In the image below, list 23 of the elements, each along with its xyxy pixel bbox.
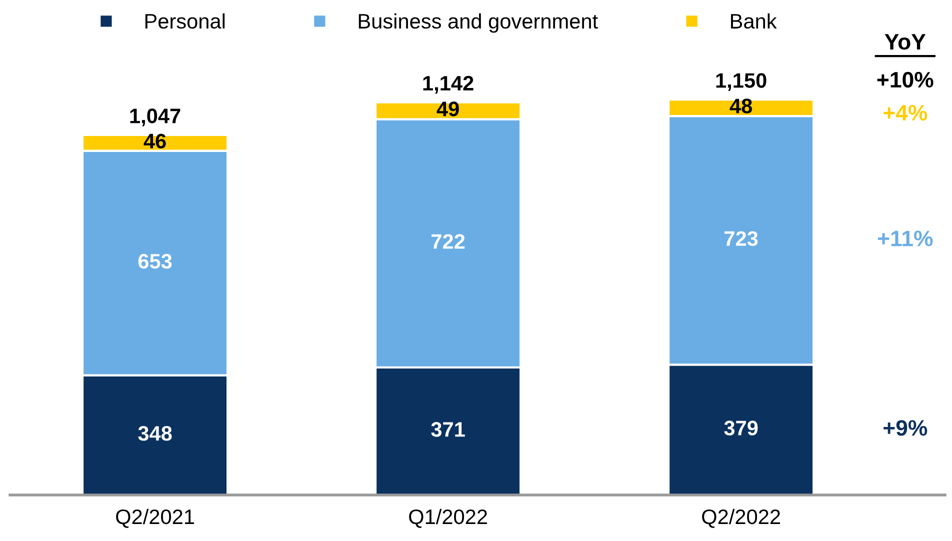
data-label: 371 <box>431 422 465 437</box>
legend-label: Business and government <box>358 13 598 33</box>
x-tick-label: Q2/2021 <box>116 508 194 528</box>
text: YoY <box>884 34 926 50</box>
data-label: 653 <box>138 254 172 269</box>
annotation: +11% <box>878 230 933 246</box>
x-tick-label: Q1/2022 <box>409 508 487 528</box>
legend-label: Personal <box>145 13 225 29</box>
legend-label: Bank <box>731 13 777 29</box>
annotation: +4% <box>884 104 928 121</box>
text: +10% <box>877 72 934 88</box>
data-label: 722 <box>432 234 465 249</box>
total-label: 1,047 <box>130 108 180 126</box>
data-label: 48 <box>730 98 752 114</box>
x-tick-label: Q2/2022 <box>702 508 780 528</box>
annotation: +9% <box>884 420 928 436</box>
data-label: 46 <box>144 134 166 148</box>
data-label: 379 <box>724 420 758 436</box>
data-label: 723 <box>724 231 758 246</box>
data-label: 348 <box>138 426 172 441</box>
total-label: 1,150 <box>716 73 766 91</box>
total-label: 1,142 <box>423 76 474 94</box>
data-label: 49 <box>436 102 459 116</box>
